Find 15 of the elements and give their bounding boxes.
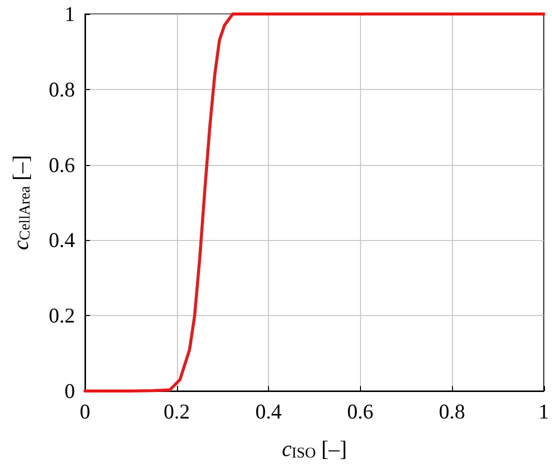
x-tick-label: 0.4 <box>255 400 282 424</box>
y-tick-label: 0.4 <box>48 228 76 252</box>
x-tick-label: 0.2 <box>164 400 190 424</box>
y-tick-label: 0.2 <box>48 304 75 328</box>
y-tick-label: 0.6 <box>48 152 75 177</box>
x-tick-label: 0.8 <box>438 400 466 424</box>
y-tick-label: 0 <box>64 379 75 403</box>
y-tick-label: 1 <box>64 2 75 26</box>
y-tick-label: 0.8 <box>48 77 75 102</box>
x-tick-label: 0 <box>80 400 90 424</box>
y-axis-title: cCellArea [–] <box>8 154 34 250</box>
x-tick-label: 1 <box>538 400 549 424</box>
x-tick-label: 0.6 <box>347 400 374 424</box>
x-axis-title: cISO [–] <box>282 436 347 462</box>
line-series <box>84 12 546 392</box>
